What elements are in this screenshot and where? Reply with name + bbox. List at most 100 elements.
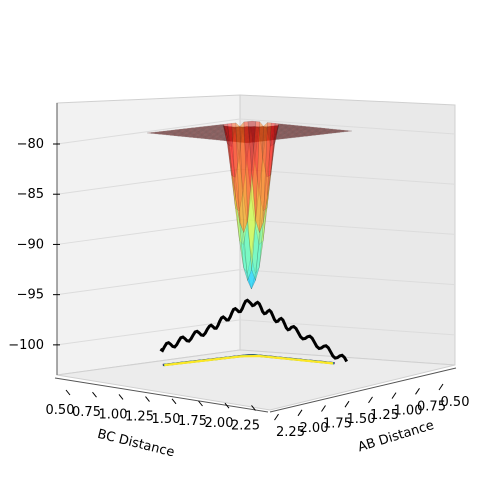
surface-patch [274, 124, 283, 144]
surface-patch [240, 134, 249, 137]
surface-patch [300, 130, 309, 132]
surface-patch [178, 132, 187, 135]
surface-patch [277, 129, 286, 132]
surface-patch [241, 133, 250, 135]
surface-patch [261, 132, 269, 134]
surface-patch [295, 135, 304, 137]
surface-patch [283, 136, 292, 138]
surface-patch [231, 169, 240, 241]
surface-patch [251, 225, 260, 274]
surface-patch [146, 132, 155, 134]
surface-patch [213, 132, 222, 135]
surface-patch [255, 138, 264, 141]
ab-tick-label: 0.50 [441, 395, 470, 410]
surface-patch [235, 157, 244, 211]
surface-patch [151, 131, 159, 134]
surface-patch [294, 125, 303, 127]
surface-patch [234, 128, 243, 131]
surface-patch [233, 131, 242, 133]
surface-patch [287, 136, 296, 138]
surface-patch [174, 132, 183, 134]
surface-patch [292, 131, 301, 133]
surface-patch [216, 137, 225, 139]
surface-patch [247, 140, 256, 142]
surface-patch [210, 129, 219, 131]
surface-patch [257, 132, 266, 134]
surface-patch [257, 129, 266, 131]
surface-patch [261, 129, 270, 132]
surface-patch [332, 129, 341, 131]
surface-patch [289, 128, 298, 130]
surface-patch [305, 128, 314, 130]
surface-patch [231, 139, 240, 141]
bc-tick-mark [65, 389, 71, 396]
surface-patch [292, 132, 301, 134]
surface-patch [286, 125, 295, 127]
surface-patch [193, 135, 202, 137]
surface-patch [228, 138, 237, 140]
surface-patch [265, 132, 273, 134]
surface-patch [215, 127, 223, 129]
surface-patch [293, 127, 302, 130]
surface-patch [189, 134, 198, 137]
surface-patch [182, 133, 191, 135]
surface-patch [327, 132, 336, 134]
surface-patch [183, 129, 192, 131]
surface-patch [240, 136, 249, 138]
surface-patch [256, 137, 264, 139]
surface-patch [234, 126, 244, 158]
surface-patch [308, 132, 317, 134]
surface-patch [236, 134, 245, 136]
surface-patch [253, 130, 262, 132]
surface-patch [221, 133, 230, 135]
surface-patch [197, 133, 206, 136]
surface-patch [312, 132, 321, 134]
surface-patch [237, 133, 246, 135]
ab-tick-label: 1.00 [394, 404, 423, 419]
surface-patch [287, 136, 296, 139]
surface-patch [162, 133, 171, 135]
surface-patch [217, 131, 226, 133]
surface-patch [332, 130, 341, 132]
surface-patch [186, 129, 195, 131]
surface-patch [244, 136, 253, 138]
surface-patch [278, 125, 287, 127]
surface-patch [238, 128, 248, 192]
surface-patch [220, 137, 229, 140]
surface-patch [246, 194, 256, 256]
surface-patch [320, 130, 329, 132]
surface-patch [201, 136, 210, 138]
ab-tick-label: 1.25 [370, 408, 399, 423]
surface-patch [289, 126, 298, 128]
surface-patch [247, 139, 256, 142]
surface-patch [293, 128, 302, 131]
surface-patch [278, 123, 287, 126]
surface-patch [266, 126, 275, 128]
surface-patch [232, 135, 241, 137]
surface-patch [256, 132, 265, 135]
surface-patch [264, 135, 273, 137]
surface-patch [237, 131, 246, 134]
surface-patch [205, 135, 214, 137]
surface-patch [239, 139, 248, 141]
surface-patch [263, 137, 272, 139]
surface-patch [232, 138, 241, 140]
surface-patch [171, 130, 179, 132]
surface-patch [224, 136, 233, 138]
surface-patch [254, 128, 263, 130]
surface-patch [224, 138, 233, 140]
surface-patch [282, 124, 291, 126]
surface-patch [208, 137, 217, 139]
surface-patch [227, 123, 236, 199]
surface-patch [301, 127, 310, 129]
ab-axis: 0.500.751.001.251.501.752.002.25 [269, 367, 470, 440]
surface-patch [218, 128, 227, 130]
surface-patch [236, 138, 244, 140]
surface-patch [273, 128, 282, 130]
surface-patch [181, 134, 190, 137]
surface-patch [231, 140, 240, 143]
surface-patch [260, 133, 269, 135]
surface-patch [189, 134, 198, 136]
surface-patch [174, 130, 183, 133]
surface-patch [218, 129, 227, 131]
